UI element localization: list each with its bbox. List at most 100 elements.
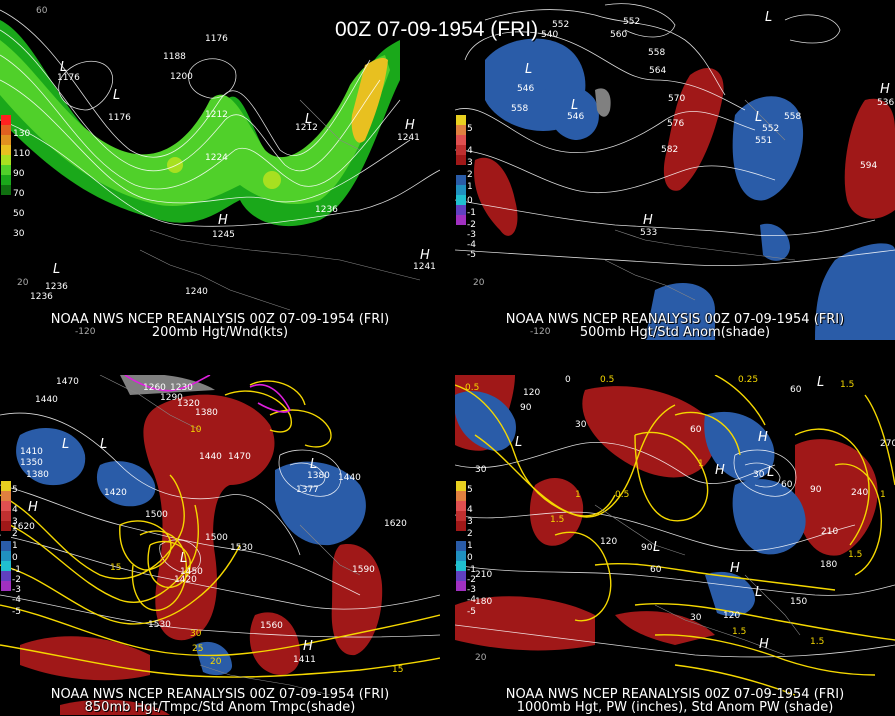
scale-label: 3 (12, 517, 18, 527)
contour-label: 30 (690, 613, 702, 623)
contour-label: 552 (762, 124, 780, 134)
scale-label: -1 (12, 565, 21, 575)
contour-label: 1240 (185, 287, 208, 297)
scale-label: -3 (467, 230, 476, 240)
contour-label: 150 (790, 597, 808, 607)
scale-label: 90 (13, 169, 25, 179)
scale-label: 0 (12, 553, 18, 563)
high-marker: H (880, 82, 890, 97)
contour-label: 552 (623, 17, 641, 27)
contour-label: 1380 (307, 471, 330, 481)
scale-label: 50 (13, 209, 25, 219)
low-marker: L (310, 457, 318, 472)
contour-label: 1176 (57, 73, 80, 83)
contour-label: 551 (755, 136, 773, 146)
high-marker: H (730, 561, 740, 576)
contour-label: 1470 (56, 377, 79, 387)
contour-label: 210 (475, 570, 493, 580)
panel-caption-line2: 1000mb Hgt, PW (inches), Std Anom PW (sh… (516, 700, 834, 715)
scale-label: -1 (467, 208, 476, 218)
scale-label: 0 (467, 553, 473, 563)
low-marker: L (767, 465, 775, 480)
contour-label: 60 (781, 480, 793, 490)
contour-label: 576 (667, 119, 685, 129)
panel-caption-line1: NOAA NWS NCEP REANALYSIS 00Z 07-09-1954 … (50, 687, 390, 702)
high-marker: H (715, 463, 725, 478)
lon-label: 20 (17, 278, 29, 288)
contour-label: 564 (649, 66, 667, 76)
scale-label: 110 (13, 149, 31, 159)
contour-label: 536 (877, 98, 895, 108)
low-marker: L (515, 435, 523, 450)
contour-label: 1411 (293, 655, 316, 665)
scale-label: 4 (467, 146, 473, 156)
scale-label: 1 (467, 182, 473, 192)
contour-label: 120 (723, 611, 741, 621)
contour-label: 90 (810, 485, 822, 495)
contour-label: 1236 (30, 292, 53, 302)
contour-label: 1440 (35, 395, 58, 405)
high-marker: L (765, 10, 773, 25)
low-marker: L (305, 112, 313, 127)
pw-label: 1.5 (732, 627, 747, 637)
scale-label: 4 (467, 505, 473, 515)
scale-label: -5 (467, 607, 476, 617)
contour-label: 1530 (230, 543, 253, 553)
temp-label: 25 (192, 644, 204, 654)
pw-label: 1 (575, 490, 581, 500)
scale-label: -2 (12, 575, 21, 585)
high-marker: H (758, 430, 768, 445)
contour-label: 582 (661, 145, 679, 155)
contour-label: 1470 (228, 452, 251, 462)
scale-label: 1 (12, 541, 18, 551)
contour-label: 1620 (384, 519, 407, 529)
scale-label: 3 (467, 158, 473, 168)
contour-label: 180 (820, 560, 838, 570)
scale-label: -3 (12, 585, 21, 595)
high-marker: H (218, 213, 228, 228)
page-title: 00Z 07-09-1954 (FRI) (335, 18, 539, 41)
contour-label: 1590 (352, 565, 375, 575)
scale-label: 0 (467, 196, 473, 206)
contour-label: 1380 (195, 408, 218, 418)
scale-label: 5 (467, 485, 473, 495)
scale-label: -4 (467, 595, 476, 605)
colorbar-850mb (1, 481, 11, 591)
low-marker: L (113, 88, 121, 103)
contour-label: 1212 (295, 123, 318, 133)
panel-500mb: 5 4 3 2 1 0 -1 -2 -3 -4 -5 540 552 558 5… (455, 0, 895, 340)
low-marker: L (755, 110, 763, 125)
contour-label: 60 (790, 385, 802, 395)
map-500mb (455, 3, 895, 340)
contour-label: 1290 (160, 393, 183, 403)
low-marker: L (817, 375, 825, 390)
contour-label: 240 (851, 488, 869, 498)
map-200mb (0, 9, 440, 311)
contour-label: 1410 (20, 447, 43, 457)
contour-label: 1230 (170, 383, 193, 393)
low-marker: L (100, 437, 108, 452)
contour-label: 540 (541, 30, 559, 40)
contour-label: 558 (784, 112, 802, 122)
contour-label: 1440 (338, 473, 361, 483)
contour-label: 546 (517, 84, 535, 94)
contour-label: 30 (475, 465, 487, 475)
high-marker: H (28, 500, 38, 515)
contour-label: 1420 (104, 488, 127, 498)
scale-label: 5 (12, 485, 18, 495)
high-marker: H (420, 248, 430, 263)
panel-caption-line1: NOAA NWS NCEP REANALYSIS 00Z 07-09-1954 … (505, 687, 845, 702)
contour-label: 1212 (205, 110, 228, 120)
contour-label: 1420 (174, 575, 197, 585)
contour-label: 558 (511, 104, 529, 114)
contour-label: 60 (650, 565, 662, 575)
scale-label: 2 (467, 529, 473, 539)
contour-label: 1440 (199, 452, 222, 462)
contour-label: 1560 (260, 621, 283, 631)
pw-label: 0.5 (615, 490, 630, 500)
colorbar-1000mb (456, 481, 466, 591)
contour-label: 90 (641, 543, 653, 553)
pw-label: 1.5 (810, 637, 825, 647)
pw-label: 1.5 (848, 550, 863, 560)
pw-label: 0.5 (600, 375, 615, 385)
